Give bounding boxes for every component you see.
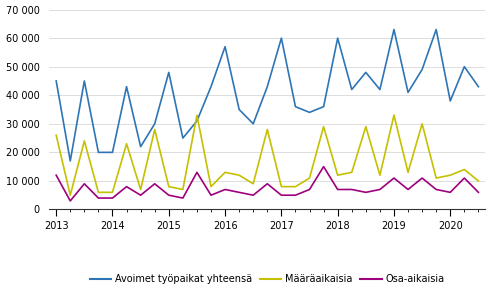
Legend: Avoimet työpaikat yhteensä, Määräaikaisia, Osa-aikaisia: Avoimet työpaikat yhteensä, Määräaikaisi…	[86, 270, 449, 288]
